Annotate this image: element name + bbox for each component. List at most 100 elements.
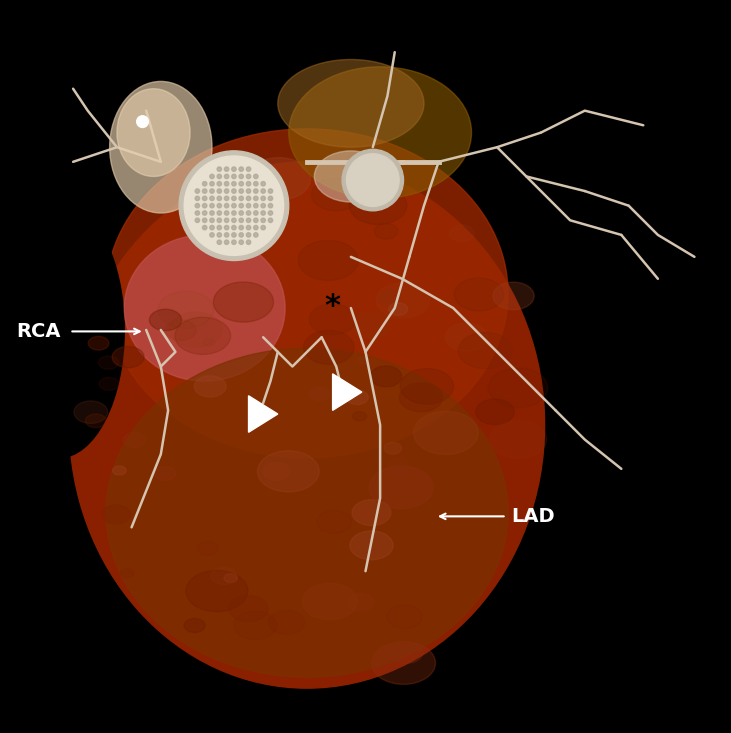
Ellipse shape [0,202,124,458]
Ellipse shape [309,304,356,335]
Circle shape [239,174,243,179]
Circle shape [232,196,236,201]
Ellipse shape [476,399,514,424]
Circle shape [232,174,236,179]
Ellipse shape [302,583,357,619]
Circle shape [261,189,265,194]
Polygon shape [333,374,362,410]
Circle shape [268,204,273,208]
Circle shape [261,226,265,230]
Ellipse shape [493,282,534,310]
Ellipse shape [490,421,547,459]
Circle shape [232,226,236,230]
Circle shape [239,196,243,201]
Circle shape [246,240,251,244]
Circle shape [254,174,258,179]
Circle shape [232,211,236,216]
Circle shape [246,167,251,172]
Circle shape [261,218,265,223]
Ellipse shape [124,235,285,381]
Ellipse shape [458,332,512,369]
Circle shape [202,226,207,230]
Ellipse shape [117,89,190,177]
Circle shape [137,116,148,128]
Ellipse shape [198,542,218,556]
Circle shape [202,196,207,201]
Ellipse shape [349,186,407,224]
Circle shape [210,218,214,223]
Ellipse shape [158,291,213,328]
Ellipse shape [352,500,391,526]
Circle shape [210,232,214,237]
Text: *: * [325,292,341,321]
Circle shape [232,189,236,194]
Circle shape [232,204,236,208]
Circle shape [246,189,251,194]
Circle shape [224,226,229,230]
Circle shape [195,189,200,194]
Circle shape [246,196,251,201]
Circle shape [210,189,214,194]
Circle shape [239,182,243,186]
Ellipse shape [203,339,215,346]
Ellipse shape [224,574,238,583]
Circle shape [232,232,236,237]
Ellipse shape [229,595,268,622]
Ellipse shape [263,463,290,480]
Circle shape [246,211,251,216]
Ellipse shape [376,283,430,318]
Circle shape [246,174,251,179]
Circle shape [268,196,273,201]
Ellipse shape [113,466,126,475]
Circle shape [224,196,229,201]
Ellipse shape [371,641,436,685]
Circle shape [184,156,284,255]
Circle shape [232,167,236,172]
Circle shape [224,218,229,223]
Ellipse shape [492,375,524,396]
Circle shape [239,167,243,172]
Circle shape [246,182,251,186]
Circle shape [210,226,214,230]
Ellipse shape [455,278,504,311]
Circle shape [224,232,229,237]
Circle shape [217,204,221,208]
Ellipse shape [213,282,273,322]
Circle shape [224,182,229,186]
Ellipse shape [149,309,181,331]
Circle shape [246,204,251,208]
Circle shape [246,226,251,230]
Circle shape [217,167,221,172]
Circle shape [210,174,214,179]
Polygon shape [249,396,278,432]
Circle shape [202,218,207,223]
Ellipse shape [445,323,488,351]
Ellipse shape [390,641,423,663]
Ellipse shape [170,312,222,347]
Circle shape [217,218,221,223]
Ellipse shape [211,567,237,584]
Ellipse shape [311,178,360,211]
Circle shape [202,204,207,208]
Ellipse shape [154,466,175,480]
Circle shape [224,211,229,216]
Ellipse shape [165,320,196,340]
Circle shape [224,189,229,194]
Circle shape [217,196,221,201]
Ellipse shape [102,505,130,524]
Circle shape [202,211,207,216]
Ellipse shape [186,570,248,611]
Ellipse shape [298,240,358,281]
Ellipse shape [86,414,106,428]
Circle shape [239,240,243,244]
Circle shape [342,150,404,211]
Text: LAD: LAD [512,507,556,526]
Ellipse shape [289,67,471,199]
Ellipse shape [309,387,330,401]
Circle shape [261,196,265,201]
Ellipse shape [257,451,319,492]
Circle shape [202,189,207,194]
Circle shape [239,218,243,223]
Circle shape [210,204,214,208]
Ellipse shape [124,432,146,448]
